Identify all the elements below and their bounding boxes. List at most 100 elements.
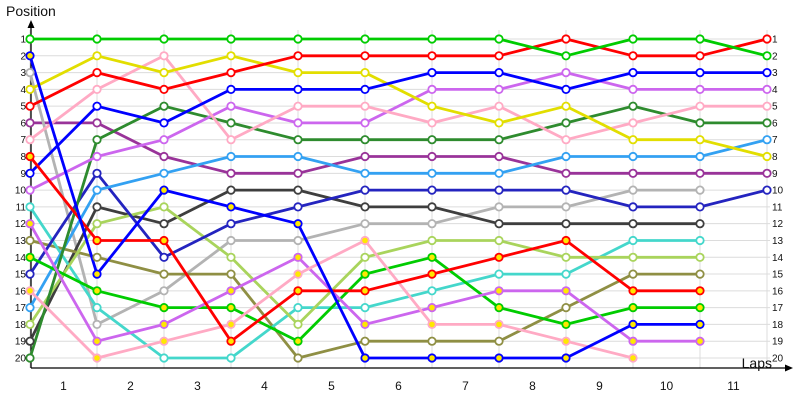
data-point-blue — [494, 68, 504, 78]
data-point-navy — [494, 185, 504, 195]
data-point-dark-gray — [25, 336, 35, 346]
data-point-chartreuse — [159, 202, 169, 212]
data-point-red — [92, 68, 102, 78]
data-point-sky-blue — [92, 185, 102, 195]
data-point-cyan — [561, 269, 571, 279]
x-tick-label: 9 — [596, 379, 603, 393]
data-point-green-2 — [561, 319, 571, 329]
data-point-red-2 — [695, 286, 705, 296]
data-point-dark-gray — [494, 219, 504, 229]
data-point-cyan — [226, 353, 236, 363]
data-point-purple — [293, 168, 303, 178]
data-point-green — [494, 34, 504, 44]
data-point-navy — [159, 252, 169, 262]
data-point-pink-2 — [561, 336, 571, 346]
data-point-green-2 — [360, 269, 370, 279]
data-point-yellow — [628, 135, 638, 145]
data-point-red-2 — [561, 235, 571, 246]
data-point-chartreuse — [25, 319, 35, 329]
data-point-olive — [293, 353, 303, 363]
data-point-olive — [695, 269, 705, 279]
data-point-violet-2 — [92, 336, 102, 346]
data-point-chartreuse — [293, 319, 303, 329]
data-point-green — [293, 34, 303, 44]
y-tick-label-right: 11 — [772, 202, 783, 213]
data-point-violet — [92, 151, 102, 162]
data-point-blue-2 — [92, 269, 102, 279]
data-point-blue-2 — [695, 319, 705, 329]
data-point-pink — [360, 101, 370, 111]
y-tick-label-right: 5 — [772, 102, 778, 113]
series-line-yellow — [28, 54, 769, 158]
y-tick-label-left: 7 — [20, 135, 26, 146]
data-point-yellow — [159, 68, 169, 78]
data-point-dark-green — [293, 135, 303, 145]
y-tick-label-right: 18 — [772, 320, 784, 331]
series-line-violet — [28, 71, 769, 192]
data-point-cyan — [25, 202, 35, 212]
data-point-dark-green — [25, 353, 35, 363]
data-point-dark-green — [628, 101, 638, 111]
data-point-dark-green — [762, 118, 772, 128]
data-point-pink — [226, 135, 236, 145]
data-point-blue — [561, 84, 571, 95]
series-line-green — [28, 37, 769, 58]
data-point-red-2 — [427, 269, 437, 279]
data-point-blue-2 — [226, 202, 236, 212]
data-point-pink-2 — [360, 235, 370, 246]
series-line-purple — [28, 121, 769, 175]
data-point-navy — [628, 202, 638, 212]
y-axis-arrow-icon — [27, 20, 35, 28]
data-point-yellow — [494, 118, 504, 128]
data-point-green — [695, 34, 705, 44]
data-point-purple — [762, 168, 772, 178]
data-point-purple — [695, 168, 705, 178]
series-line-pink — [28, 54, 769, 142]
data-point-yellow — [226, 51, 236, 61]
data-point-violet-2 — [628, 336, 638, 346]
data-point-purple — [226, 168, 236, 178]
data-point-violet-2 — [159, 319, 169, 329]
data-point-pink — [695, 101, 705, 111]
data-point-purple — [360, 151, 370, 162]
data-point-blue — [695, 68, 705, 78]
data-point-dark-green — [695, 118, 705, 128]
data-point-chartreuse — [494, 235, 504, 246]
data-point-green — [92, 34, 102, 44]
data-point-red — [159, 84, 169, 95]
y-tick-label-left: 9 — [20, 169, 26, 180]
data-point-pink-2 — [293, 269, 303, 279]
data-point-red-2 — [628, 286, 638, 296]
data-point-green — [360, 34, 370, 44]
data-point-red — [293, 51, 303, 61]
y-tick-label-right: 12 — [772, 219, 784, 230]
data-point-red-2 — [159, 235, 169, 246]
y-tick-label-left: 13 — [15, 236, 27, 247]
data-point-blue — [25, 168, 35, 178]
data-point-pink-2 — [92, 353, 102, 363]
data-point-gray — [427, 219, 437, 229]
data-point-red — [762, 34, 772, 44]
series-line-sky-blue — [28, 138, 769, 310]
data-point-navy — [561, 185, 571, 195]
data-point-chartreuse — [561, 252, 571, 262]
y-tick-label-left: 14 — [15, 253, 27, 264]
y-tick-label-right: 7 — [772, 135, 778, 146]
data-point-red — [25, 101, 35, 111]
data-point-violet — [628, 84, 638, 95]
y-tick-label-right: 19 — [772, 337, 784, 348]
data-point-violet — [226, 101, 236, 111]
data-point-cyan — [92, 302, 102, 313]
data-point-red — [561, 34, 571, 44]
data-point-chartreuse — [360, 252, 370, 262]
y-tick-label-right: 17 — [772, 303, 784, 314]
data-point-green — [427, 34, 437, 44]
data-point-green-2 — [226, 302, 236, 313]
data-point-green-2 — [427, 252, 437, 262]
y-tick-label-left: 1 — [20, 35, 26, 46]
y-tick-label-left: 19 — [15, 337, 27, 348]
data-point-pink — [561, 135, 571, 145]
data-point-pink — [25, 135, 35, 145]
data-point-violet-2 — [25, 219, 35, 229]
y-tick-label-right: 3 — [772, 68, 778, 79]
